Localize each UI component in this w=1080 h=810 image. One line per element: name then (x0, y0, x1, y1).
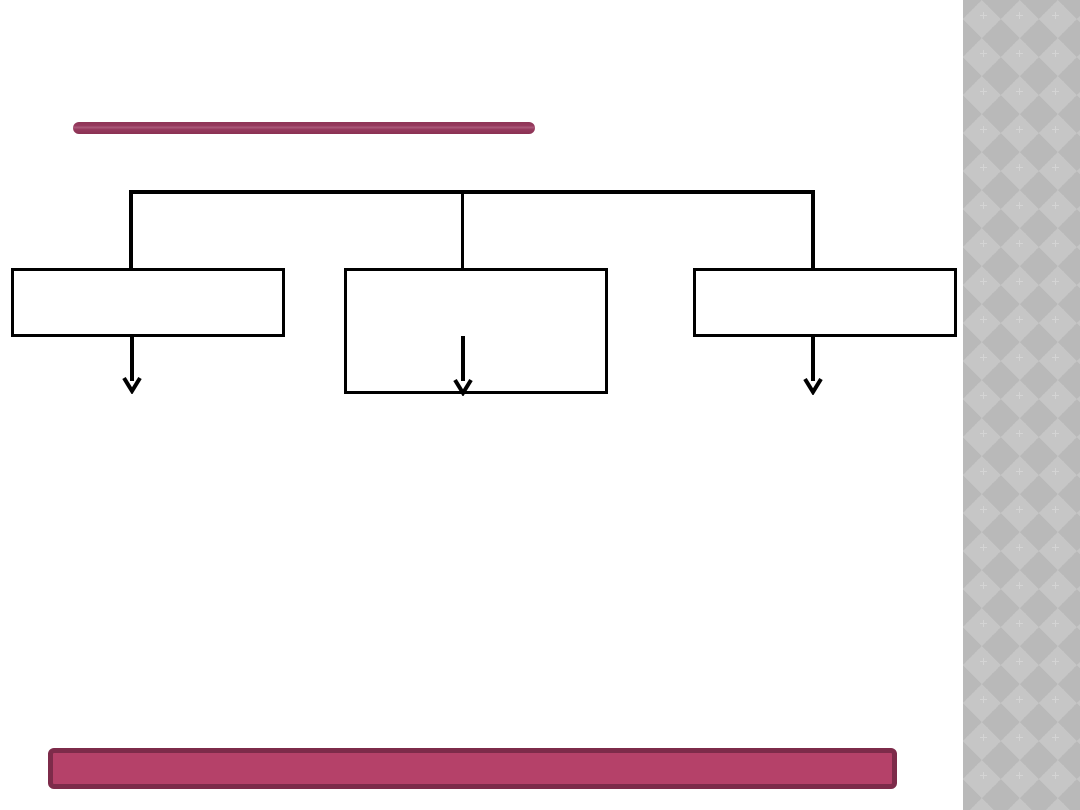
pattern-plus-mark (980, 544, 987, 551)
pattern-plus-mark (1052, 316, 1059, 323)
pattern-plus-mark (1016, 734, 1023, 741)
pattern-plus-mark (1052, 50, 1059, 57)
pattern-plus-mark (1052, 240, 1059, 247)
pattern-plus-mark (1016, 164, 1023, 171)
pattern-plus-mark (1016, 392, 1023, 399)
pattern-plus-mark (1052, 468, 1059, 475)
pattern-plus-mark (1016, 582, 1023, 589)
pattern-plus-mark (1052, 392, 1059, 399)
diagram-box-right (693, 268, 957, 337)
arrow-head-right-icon (803, 377, 823, 395)
connector-vertical-middle (461, 193, 464, 268)
title-underline-bar (73, 122, 535, 134)
pattern-plus-mark (1016, 240, 1023, 247)
pattern-plus-mark (1016, 696, 1023, 703)
pattern-plus-mark (980, 620, 987, 627)
pattern-plus-mark (1052, 772, 1059, 779)
pattern-plus-mark (1052, 202, 1059, 209)
pattern-plus-mark (1052, 658, 1059, 665)
pattern-plus-mark (1016, 88, 1023, 95)
pattern-plus-mark (1052, 354, 1059, 361)
pattern-plus-mark (1016, 316, 1023, 323)
argyle-side-strip (963, 0, 1080, 810)
pattern-plus-mark (980, 50, 987, 57)
arrow-shaft-left (130, 336, 134, 381)
pattern-plus-mark (1052, 696, 1059, 703)
pattern-plus-mark (1052, 582, 1059, 589)
arrow-head-left-icon (122, 376, 142, 394)
pattern-plus-mark (980, 126, 987, 133)
pattern-plus-mark (1016, 620, 1023, 627)
pattern-plus-mark (980, 12, 987, 19)
pattern-plus-mark (980, 658, 987, 665)
pattern-plus-mark (1016, 544, 1023, 551)
pattern-plus-mark (980, 164, 987, 171)
pattern-plus-mark (980, 506, 987, 513)
pattern-plus-mark (980, 772, 987, 779)
pattern-plus-mark (980, 240, 987, 247)
arrow-shaft-middle (461, 336, 465, 381)
pattern-plus-mark (1016, 278, 1023, 285)
pattern-plus-mark (1016, 506, 1023, 513)
diagram-box-left (11, 268, 285, 337)
pattern-plus-mark (1052, 12, 1059, 19)
pattern-plus-mark (1052, 544, 1059, 551)
pattern-plus-mark (980, 392, 987, 399)
connector-vertical-left (129, 190, 133, 268)
pattern-plus-mark (1052, 430, 1059, 437)
diagram-box-middle (344, 268, 608, 394)
arrow-shaft-right (811, 337, 815, 381)
pattern-plus-mark (1016, 50, 1023, 57)
pattern-plus-mark (1052, 126, 1059, 133)
pattern-plus-mark (980, 696, 987, 703)
pattern-plus-mark (1052, 620, 1059, 627)
pattern-plus-mark (1016, 354, 1023, 361)
pattern-plus-mark (1016, 12, 1023, 19)
connector-vertical-right (811, 190, 815, 268)
pattern-plus-mark (980, 468, 987, 475)
pattern-plus-mark (980, 734, 987, 741)
pattern-plus-mark (980, 88, 987, 95)
connector-horizontal-top (129, 190, 815, 194)
pattern-plus-mark (1052, 734, 1059, 741)
pattern-plus-mark (1052, 506, 1059, 513)
pattern-plus-mark (1016, 202, 1023, 209)
pattern-plus-mark (1052, 88, 1059, 95)
pattern-plus-mark (1016, 468, 1023, 475)
pattern-plus-mark (980, 354, 987, 361)
pattern-plus-mark (1052, 164, 1059, 171)
pattern-plus-mark (1016, 126, 1023, 133)
pattern-plus-mark (1052, 278, 1059, 285)
pattern-plus-mark (980, 278, 987, 285)
bottom-accent-bar (48, 748, 897, 789)
arrow-head-middle-icon (453, 378, 473, 396)
pattern-plus-mark (980, 582, 987, 589)
pattern-plus-mark (980, 430, 987, 437)
pattern-plus-mark (1016, 658, 1023, 665)
pattern-plus-mark (1016, 772, 1023, 779)
pattern-plus-mark (980, 202, 987, 209)
pattern-plus-mark (1016, 430, 1023, 437)
pattern-plus-mark (980, 316, 987, 323)
